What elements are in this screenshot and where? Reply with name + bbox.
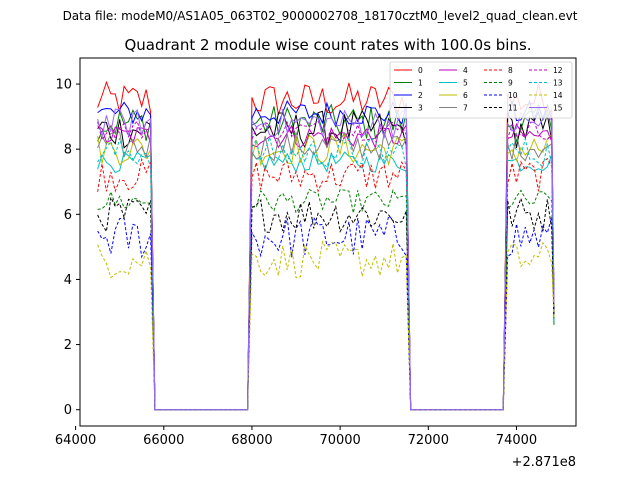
y-tick-label: 0 xyxy=(64,403,72,418)
legend-label-3: 3 xyxy=(418,104,423,113)
series-line-5 xyxy=(97,150,555,411)
legend-label-14: 14 xyxy=(553,91,563,100)
x-tick-label: 74000 xyxy=(496,433,537,448)
series-line-13 xyxy=(97,135,555,411)
x-tick-label: 66000 xyxy=(143,433,184,448)
y-tick-label: 8 xyxy=(64,143,72,158)
x-axis-ticks: 64000 66000 68000 70000 72000 74000 xyxy=(55,426,537,448)
x-tick-label: 70000 xyxy=(319,433,360,448)
legend-label-7: 7 xyxy=(463,104,468,113)
x-axis-offset-label: +2.871e8 xyxy=(512,455,576,470)
series-line-12 xyxy=(97,120,555,411)
legend-label-6: 6 xyxy=(463,91,468,100)
legend-label-12: 12 xyxy=(553,66,563,75)
legend-label-5: 5 xyxy=(463,79,468,88)
legend-label-1: 1 xyxy=(418,79,423,88)
axes-border xyxy=(79,57,577,427)
figure-suptitle: Data file: modeM0/AS1A05_063T02_90000027… xyxy=(63,9,578,23)
legend-box xyxy=(389,61,573,119)
chart-title: Quadrant 2 module wise count rates with … xyxy=(124,36,531,54)
legend-label-10: 10 xyxy=(508,91,518,100)
x-tick-label: 64000 xyxy=(55,433,96,448)
y-tick-label: 4 xyxy=(64,273,72,288)
y-tick-label: 6 xyxy=(64,208,72,223)
legend-label-0: 0 xyxy=(418,66,423,75)
legend-label-13: 13 xyxy=(553,79,563,88)
series-line-14 xyxy=(97,240,555,411)
legend-label-2: 2 xyxy=(418,91,423,100)
axes-background xyxy=(80,58,576,426)
x-tick-label: 68000 xyxy=(231,433,272,448)
y-tick-label: 2 xyxy=(64,338,72,353)
legend-label-4: 4 xyxy=(463,66,468,75)
series-line-15 xyxy=(97,108,555,411)
legend-label-15: 15 xyxy=(553,104,563,113)
legend-label-8: 8 xyxy=(508,66,513,75)
series-lines xyxy=(97,80,555,411)
legend-label-9: 9 xyxy=(508,79,513,88)
series-line-10 xyxy=(97,215,555,411)
y-axis-ticks: 0 2 4 6 8 10 xyxy=(55,78,80,418)
y-tick-label: 10 xyxy=(55,78,72,93)
legend-label-11: 11 xyxy=(508,104,518,113)
series-line-8 xyxy=(97,157,555,411)
x-tick-label: 72000 xyxy=(408,433,449,448)
